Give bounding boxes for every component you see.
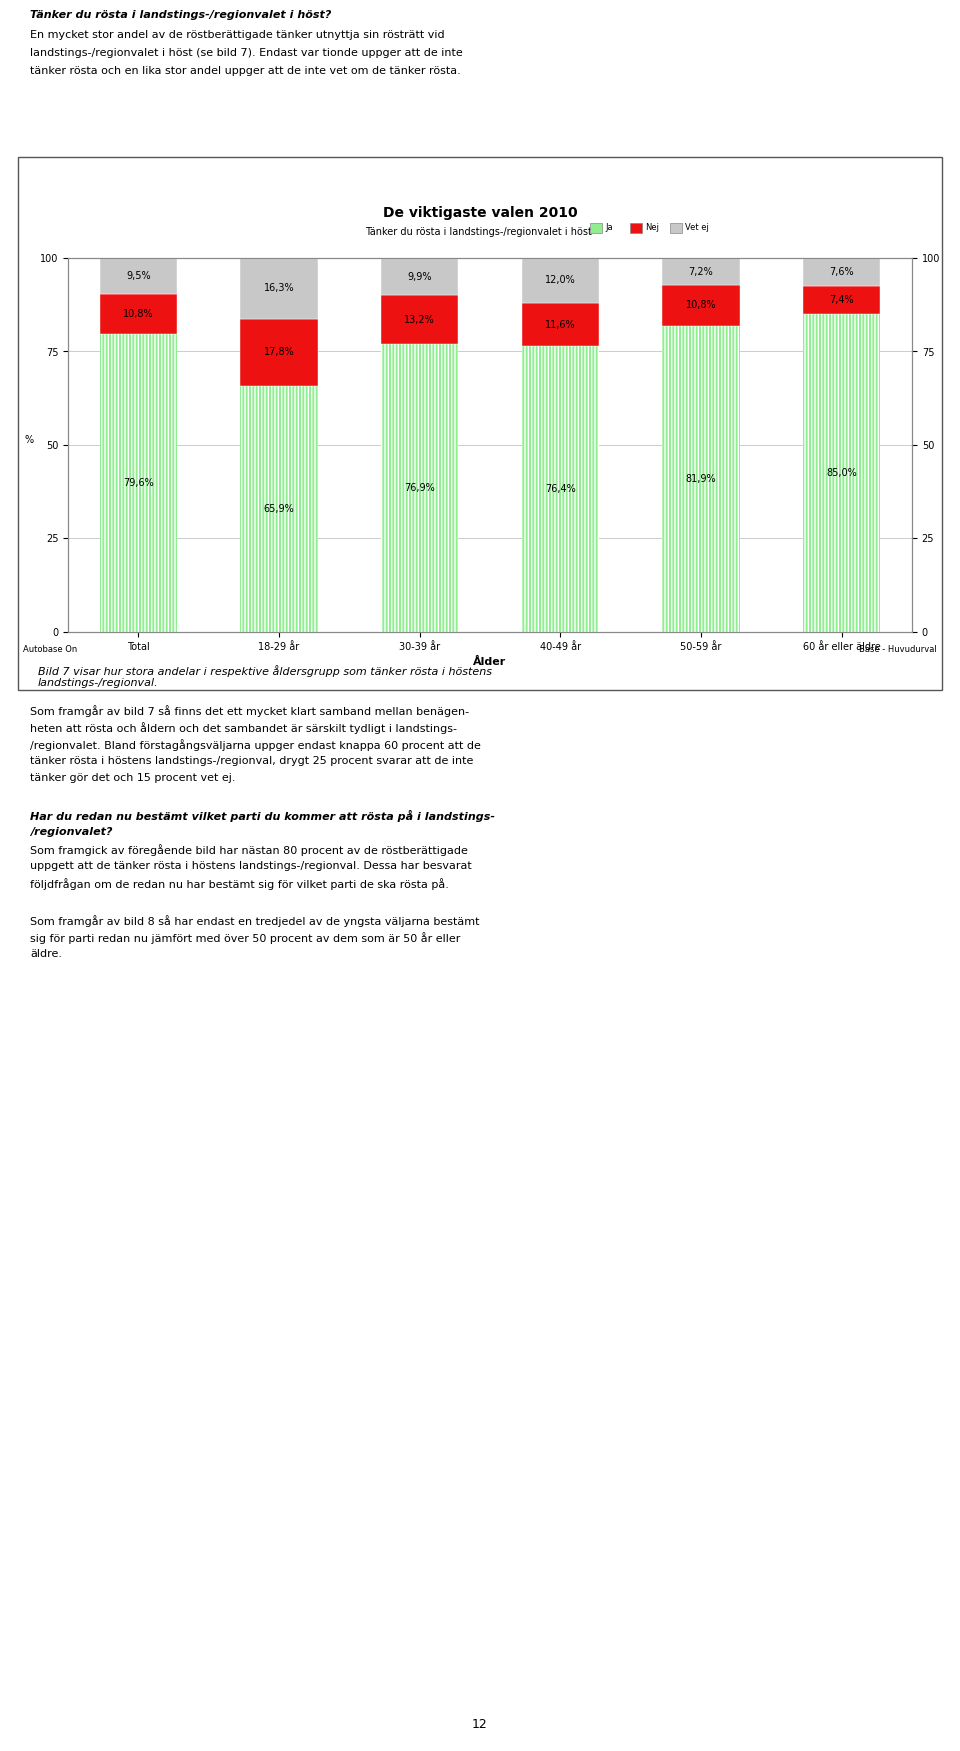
Text: Ja: Ja — [605, 224, 612, 233]
Text: /regionvalet. Bland förstagångsväljarna uppger endast knappa 60 procent att de: /regionvalet. Bland förstagångsväljarna … — [30, 739, 481, 751]
Text: Som framgår av bild 7 så finns det ett mycket klart samband mellan benägen-: Som framgår av bild 7 så finns det ett m… — [30, 706, 469, 716]
Text: Tänker du rösta i landstings-/regionvalet i höst?: Tänker du rösta i landstings-/regionvale… — [30, 11, 331, 19]
Text: 16,3%: 16,3% — [264, 284, 295, 294]
Text: Nej: Nej — [645, 224, 659, 233]
Text: Base - Huvudurval: Base - Huvudurval — [859, 644, 937, 655]
Text: Som framgick av föregående bild har nästan 80 procent av de röstberättigade: Som framgick av föregående bild har näst… — [30, 844, 468, 856]
Text: 85,0%: 85,0% — [827, 468, 857, 478]
Text: heten att rösta och åldern och det sambandet är särskilt tydligt i landstings-: heten att rösta och åldern och det samba… — [30, 721, 457, 734]
Bar — [381, 257, 458, 294]
Text: 79,6%: 79,6% — [123, 478, 154, 489]
Text: sig för parti redan nu jämfört med över 50 procent av dem som är 50 år eller: sig för parti redan nu jämfört med över … — [30, 932, 461, 944]
Y-axis label: %: % — [24, 434, 34, 445]
Bar — [662, 285, 740, 326]
Bar — [240, 319, 318, 385]
Text: 9,9%: 9,9% — [407, 271, 432, 282]
Text: tänker rösta och en lika stor andel uppger att de inte vet om de tänker rösta.: tänker rösta och en lika stor andel uppg… — [30, 67, 461, 75]
Bar — [803, 287, 880, 313]
Text: följdfrågan om de redan nu har bestämt sig för vilket parti de ska rösta på.: följdfrågan om de redan nu har bestämt s… — [30, 877, 449, 890]
Text: 7,6%: 7,6% — [829, 268, 854, 277]
Text: Bild 7 visar hur stora andelar i respektive åldersgrupp som tänker rösta i höste: Bild 7 visar hur stora andelar i respekt… — [38, 665, 492, 678]
Text: 76,9%: 76,9% — [404, 483, 435, 494]
Bar — [521, 257, 599, 303]
Text: /regionvalet?: /regionvalet? — [30, 826, 112, 837]
Text: 17,8%: 17,8% — [264, 347, 295, 357]
Text: 11,6%: 11,6% — [545, 320, 576, 329]
Text: De viktigaste valen 2010: De viktigaste valen 2010 — [383, 207, 577, 221]
Bar — [100, 294, 177, 334]
Text: 13,2%: 13,2% — [404, 315, 435, 324]
Text: landstings-/regionvalet i höst (se bild 7). Endast var tionde uppger att de inte: landstings-/regionvalet i höst (se bild … — [30, 47, 463, 58]
Bar — [381, 345, 458, 632]
Text: 7,4%: 7,4% — [829, 296, 854, 305]
Text: 12,0%: 12,0% — [545, 275, 576, 285]
Text: äldre.: äldre. — [30, 949, 62, 960]
Text: Har du redan nu bestämt vilket parti du kommer att rösta på i landstings-: Har du redan nu bestämt vilket parti du … — [30, 811, 495, 821]
Text: 10,8%: 10,8% — [123, 310, 154, 319]
Text: tänker gör det och 15 procent vet ej.: tänker gör det och 15 procent vet ej. — [30, 772, 235, 783]
Text: En mycket stor andel av de röstberättigade tänker utnyttja sin rösträtt vid: En mycket stor andel av de röstberättiga… — [30, 30, 444, 40]
Text: Autobase On: Autobase On — [23, 644, 77, 655]
Text: 9,5%: 9,5% — [126, 271, 151, 282]
Text: Vet ej: Vet ej — [685, 224, 708, 233]
Bar — [803, 257, 880, 287]
Bar — [521, 347, 599, 632]
Text: landstings-/regionval.: landstings-/regionval. — [38, 678, 158, 688]
Text: 65,9%: 65,9% — [264, 504, 295, 513]
Bar — [100, 334, 177, 632]
Bar — [662, 259, 740, 285]
Bar — [240, 257, 318, 319]
Bar — [240, 385, 318, 632]
Bar — [100, 259, 177, 294]
Bar — [521, 303, 599, 347]
Text: 10,8%: 10,8% — [685, 301, 716, 310]
Text: 81,9%: 81,9% — [685, 475, 716, 483]
Bar — [803, 313, 880, 632]
Text: tänker rösta i höstens landstings-/regionval, drygt 25 procent svarar att de int: tänker rösta i höstens landstings-/regio… — [30, 756, 473, 765]
Text: 7,2%: 7,2% — [688, 266, 713, 277]
Text: Tänker du rösta i landstings-/regionvalet i höst: Tänker du rösta i landstings-/regionvale… — [365, 228, 591, 236]
Text: 12: 12 — [472, 1718, 488, 1732]
Text: uppgett att de tänker rösta i höstens landstings-/regionval. Dessa har besvarat: uppgett att de tänker rösta i höstens la… — [30, 861, 471, 870]
Text: 76,4%: 76,4% — [545, 483, 576, 494]
X-axis label: Ålder: Ålder — [473, 657, 507, 667]
Bar — [662, 326, 740, 632]
Text: Som framgår av bild 8 så har endast en tredjedel av de yngsta väljarna bestämt: Som framgår av bild 8 så har endast en t… — [30, 916, 479, 926]
Bar — [381, 294, 458, 345]
